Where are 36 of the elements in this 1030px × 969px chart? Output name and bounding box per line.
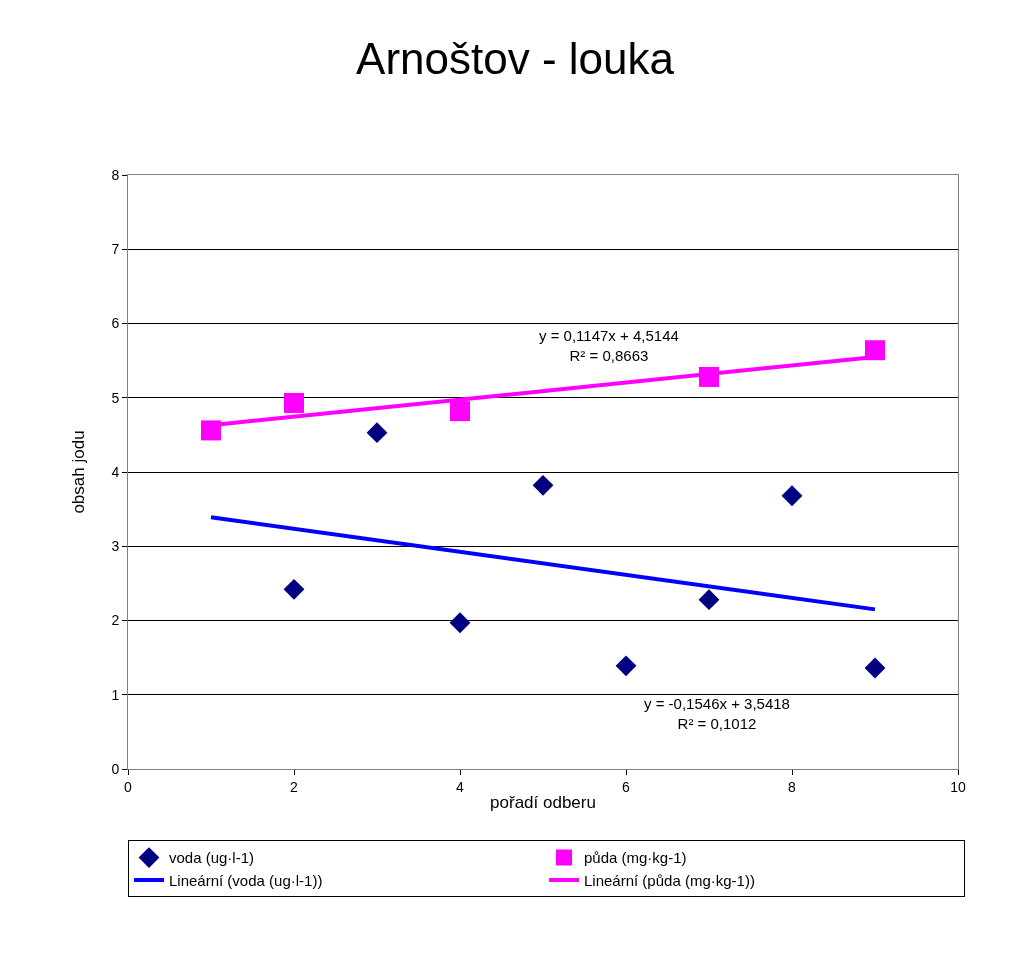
point: [449, 612, 471, 634]
point: [201, 420, 221, 441]
y-tick-label: 5: [111, 389, 120, 406]
y-tick-label: 4: [111, 463, 120, 480]
y-tick-label: 3: [111, 538, 120, 555]
legend-label: Lineární (voda (ug·l-1)): [169, 871, 323, 889]
legend-label: Lineární (půda (mg·kg-1)): [584, 871, 755, 889]
chart-title: Arnoštov - louka: [356, 33, 675, 83]
annotation: y = 0,1147x + 4,5144 R² = 0,8663: [539, 327, 679, 364]
point: [284, 392, 304, 413]
point: [450, 401, 470, 422]
legend-label: půda (mg·kg-1): [584, 849, 687, 867]
x-axis-title: pořadí odberu: [490, 793, 596, 813]
x-tick-label: 2: [290, 778, 299, 795]
y-tick-label: 2: [111, 612, 120, 629]
x-tick-label: 6: [622, 778, 631, 795]
point: [781, 485, 803, 507]
y-tick-label: 1: [111, 686, 120, 703]
annotation: y = -0,1546x + 3,5418 R² = 0,1012: [644, 695, 790, 732]
point: [532, 474, 554, 496]
point: [615, 655, 637, 677]
point: [366, 422, 388, 444]
legend-label: voda (ug·l-1): [169, 849, 255, 867]
point: [864, 657, 886, 679]
y-tick-label: 6: [111, 315, 120, 332]
point: [865, 340, 885, 361]
x-tick-label: 4: [456, 778, 465, 795]
point: [698, 589, 720, 611]
y-tick-label: 7: [111, 241, 120, 258]
y-tick-label: 0: [111, 760, 120, 777]
x-tick-label: 10: [950, 778, 966, 795]
y-axis-title: obsah jodu: [69, 430, 88, 514]
point: [283, 578, 305, 600]
y-tick-label: 8: [111, 166, 120, 183]
x-tick-label: 8: [788, 778, 797, 795]
x-tick-label: 0: [124, 778, 133, 795]
